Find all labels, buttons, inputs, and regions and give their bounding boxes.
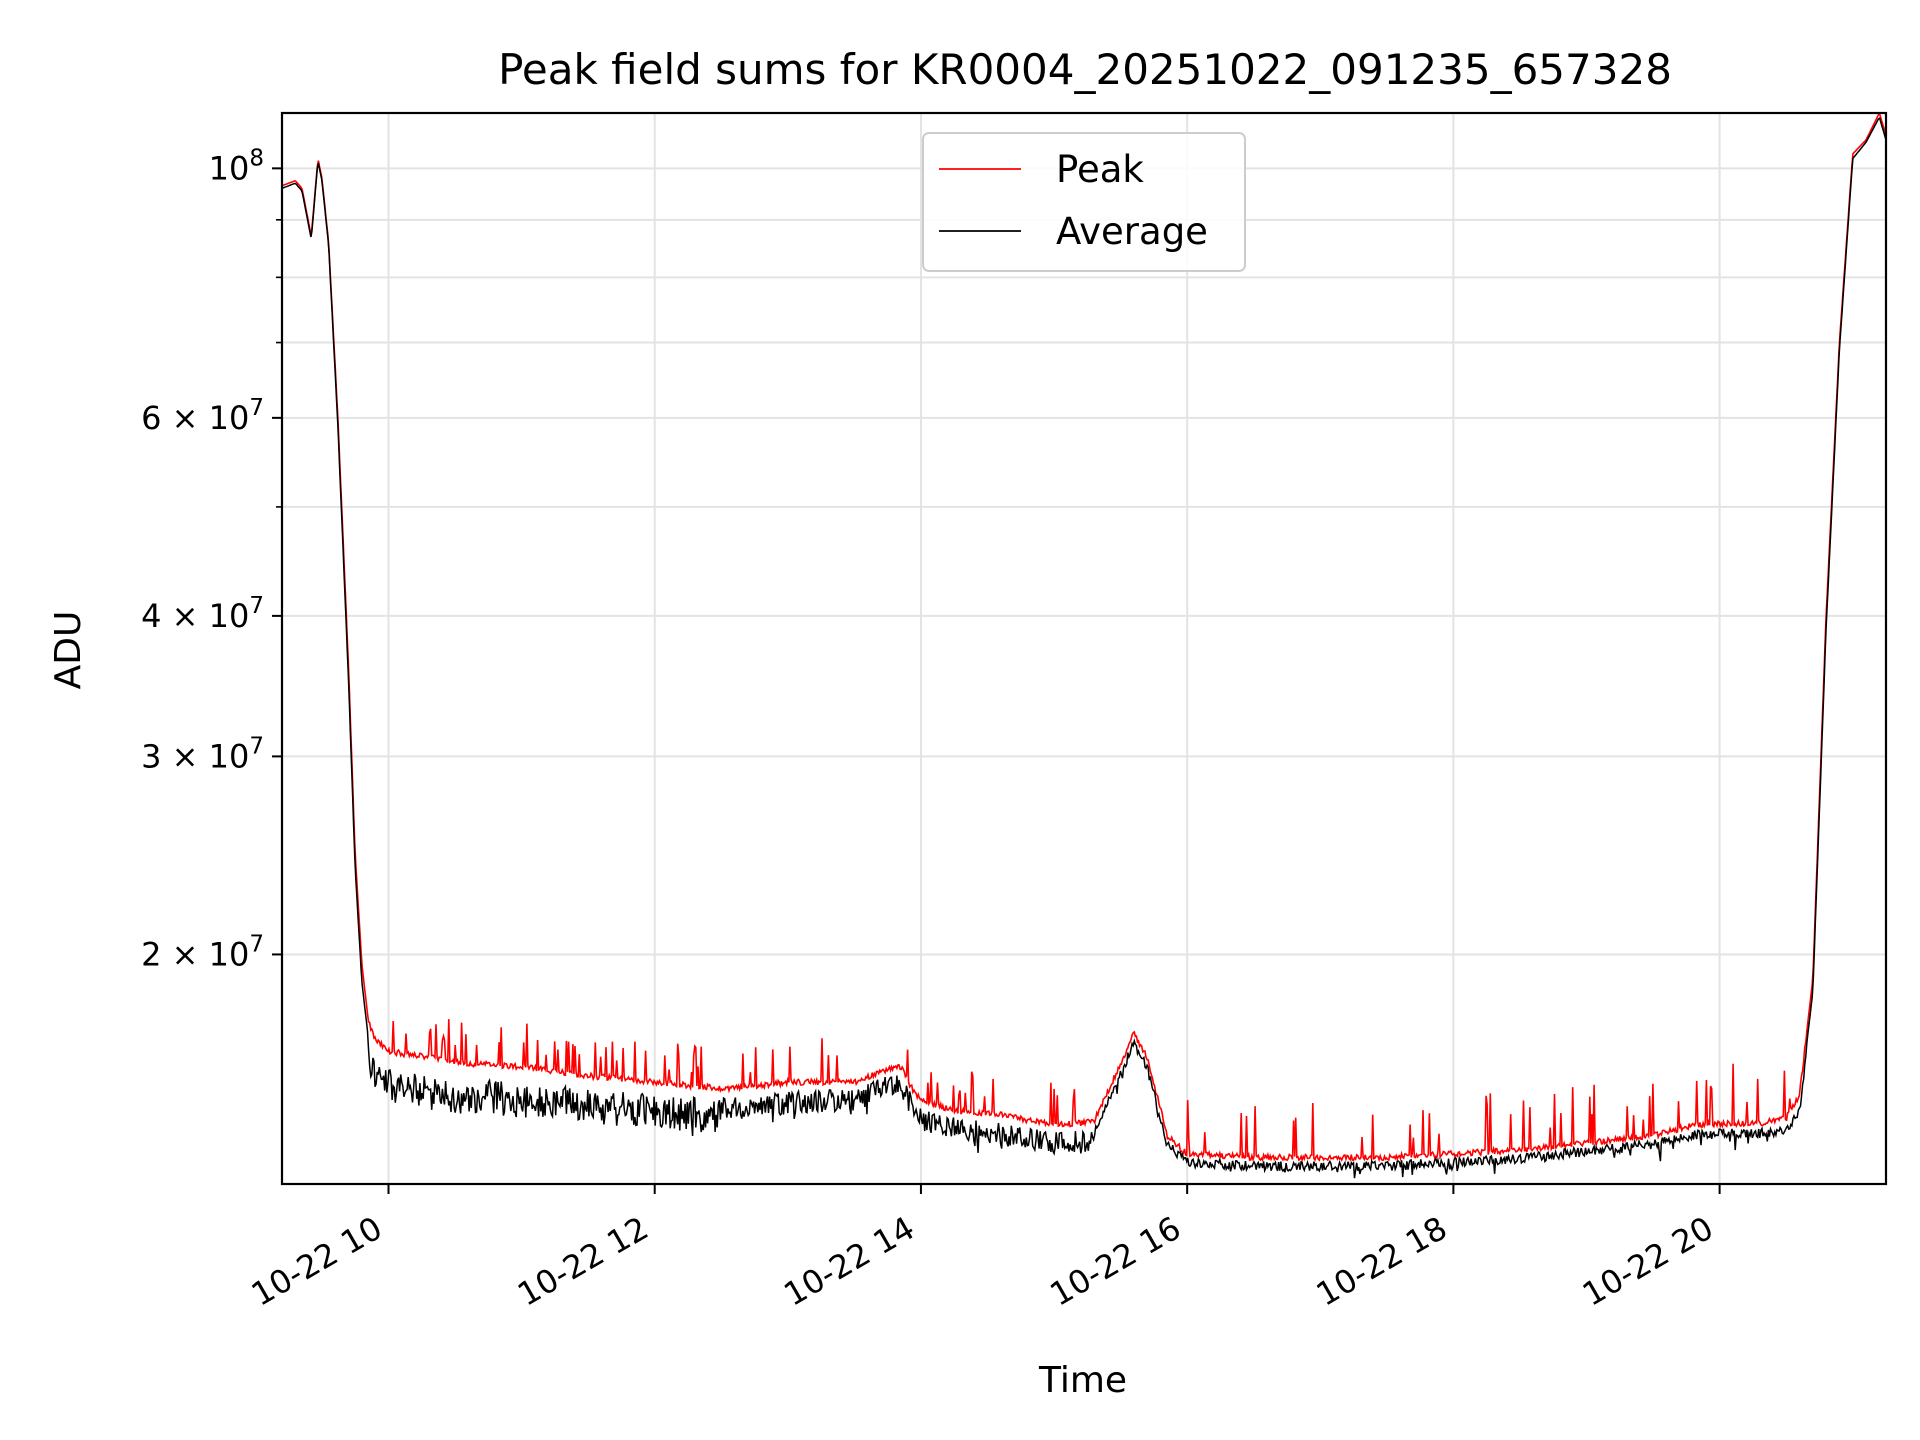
series-line-peak	[282, 113, 1886, 1163]
y-tick-exponent: 7	[249, 593, 264, 619]
y-tick-exponent: 7	[249, 931, 264, 957]
y-tick-label: 3 × 107	[141, 733, 264, 775]
chart-title: Peak field sums for KR0004_20251022_0912…	[498, 45, 1672, 94]
y-tick-mantissa: 3	[141, 737, 161, 775]
legend: Peak Average	[922, 132, 1246, 272]
y-tick-label: 2 × 107	[141, 931, 264, 973]
y-tick-mantissa: 4	[141, 597, 161, 635]
series-line-average	[282, 117, 1886, 1179]
y-tick-label: 108	[209, 145, 264, 187]
y-tick-mantissa: 2	[141, 935, 161, 973]
y-tick-exponent: 8	[249, 145, 264, 171]
y-tick-label: 4 × 107	[141, 593, 264, 635]
y-tick-label: 6 × 107	[141, 395, 264, 437]
y-axis-label: ADU	[48, 611, 89, 690]
y-tick-exponent: 7	[249, 395, 264, 421]
y-tick-exponent: 7	[249, 733, 264, 759]
plot-frame	[280, 111, 1888, 1186]
legend-box	[922, 132, 1246, 272]
legend-label-peak: Peak	[1056, 148, 1144, 191]
series-layer	[282, 113, 1886, 1179]
legend-label-average: Average	[1056, 210, 1208, 253]
y-tick-mantissa: 6	[141, 399, 161, 437]
x-axis-label: Time	[1038, 1360, 1127, 1401]
